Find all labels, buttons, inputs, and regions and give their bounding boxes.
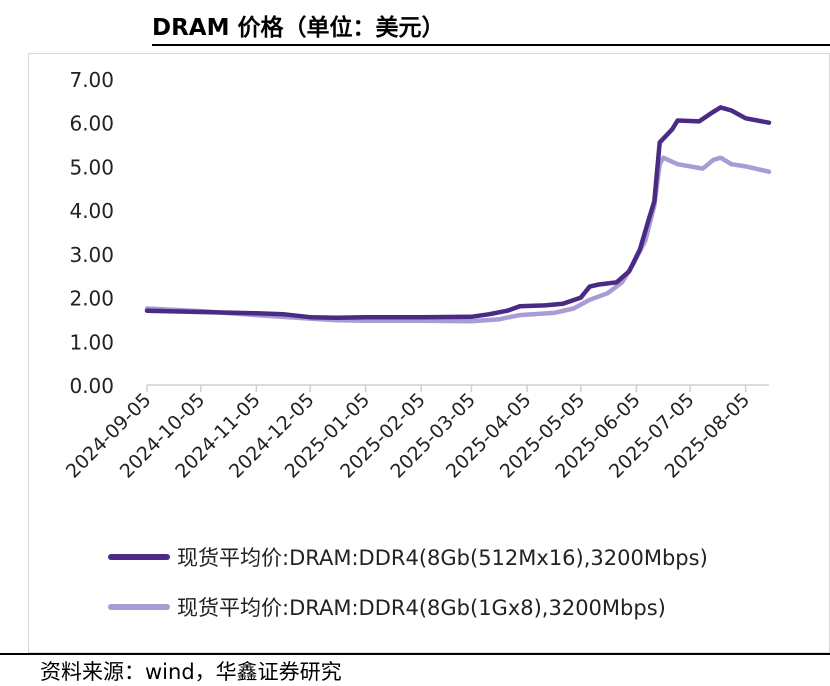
y-tick-label: 6.00 <box>69 112 114 136</box>
y-tick-label: 4.00 <box>69 199 114 223</box>
legend-label-2: 现货平均价:DRAM:DDR4(8Gb(1Gx8),3200Mbps) <box>177 596 666 620</box>
footer-rule <box>0 653 830 655</box>
y-tick-label: 1.00 <box>69 330 114 354</box>
y-tick-label: 7.00 <box>69 68 114 92</box>
y-tick-label: 2.00 <box>69 287 114 311</box>
series-line-1 <box>144 105 772 320</box>
y-tick-label: 5.00 <box>69 155 114 179</box>
title-underline <box>152 44 830 46</box>
chart-frame: 0.00 1.00 2.00 3.00 4.00 5.00 6.00 7.00 2024-09-… <box>28 53 830 653</box>
series-line-2 <box>144 155 772 324</box>
source-note: 资料来源：wind，华鑫证券研究 <box>40 660 342 684</box>
y-tick-label: 3.00 <box>69 243 114 267</box>
y-tick-label: 0.00 <box>69 374 114 398</box>
line-chart: 0.001.002.003.004.005.006.007.002024-09-… <box>62 68 772 620</box>
page-title: DRAM 价格（单位：美元） <box>152 15 445 41</box>
legend-label-1: 现货平均价:DRAM:DDR4(8Gb(512Mx16),3200Mbps) <box>177 546 708 570</box>
